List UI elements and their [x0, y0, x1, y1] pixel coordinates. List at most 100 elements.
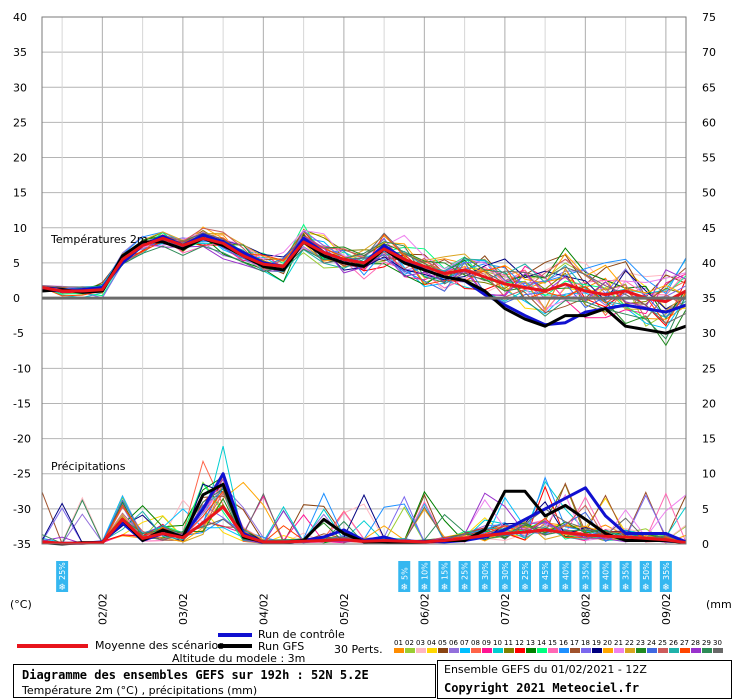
pert-color-swatch [548, 648, 558, 653]
pert-number-label: 13 [526, 639, 535, 647]
pert-color-swatch [460, 648, 470, 653]
pert-color-swatch [416, 648, 426, 653]
x-day-label: 06/02 [418, 593, 431, 625]
snowflake-icon: ❄ [561, 583, 569, 593]
precip-annotation: Précipitations [51, 460, 126, 473]
pert-number-label: 06 [449, 639, 458, 647]
snowflake-icon: ❄ [541, 583, 549, 593]
ensemble-chart: 4035302520151050-5-10-15-20-25-30-357570… [10, 11, 732, 653]
snowflake-icon: ❄ [521, 583, 529, 593]
x-day-label: 07/02 [499, 593, 512, 625]
left-tick-label: 25 [13, 116, 27, 129]
footer-run: Ensemble GEFS du 01/02/2021 - 12Z [444, 663, 647, 676]
snow-indicators: 25% ❄ 5% ❄ 10% ❄ 15% ❄ 25% ❄ 30% ❄ 30% ❄ 25% ❄ 45% ❄ 40% ❄ 3… [56, 561, 672, 593]
snow-pct: 15% [441, 562, 450, 580]
legend-swatches: 01 02 03 04 05 06 07 08 09 10 11 12 13 14 15 16 17 18 19 20… [17, 633, 723, 653]
snow-pct: 35% [581, 562, 590, 580]
snow-box [619, 561, 632, 592]
snow-box [398, 561, 411, 592]
right-tick-label: 50 [702, 187, 716, 200]
right-tick-label: 55 [702, 152, 716, 165]
left-tick-label: -35 [13, 538, 31, 551]
footer-run-box: Ensemble GEFS du 01/02/2021 - 12Z Copyri… [437, 660, 732, 699]
left-tick-label: 0 [13, 292, 20, 305]
pert-number-label: 08 [471, 639, 480, 647]
legend-mean-label: Moyenne des scénarios [95, 639, 224, 652]
pert-number-label: 03 [416, 639, 425, 647]
pert-number-label: 20 [603, 639, 612, 647]
snow-box [418, 561, 431, 592]
pert-color-swatch [702, 648, 712, 653]
left-tick-label: 10 [13, 222, 27, 235]
pert-color-swatch [691, 648, 701, 653]
pert-color-swatch [581, 648, 591, 653]
footer-title: Diagramme des ensembles GEFS sur 192h : … [22, 668, 369, 682]
pert-number-label: 12 [515, 639, 524, 647]
pert-color-swatch [603, 648, 613, 653]
snow-pct: 30% [481, 562, 490, 580]
right-tick-label: 65 [702, 81, 716, 94]
snow-box [458, 561, 471, 592]
footer-copyright: Copyright 2021 Meteociel.fr [444, 681, 640, 695]
snowflake-icon: ❄ [421, 583, 429, 593]
right-axis-unit: (mm) [706, 598, 732, 611]
pert-number-label: 05 [438, 639, 447, 647]
snowflake-icon: ❄ [662, 583, 670, 593]
pert-color-swatch [526, 648, 536, 653]
left-tick-label: -15 [13, 397, 31, 410]
pert-number-label: 25 [658, 639, 667, 647]
right-tick-label: 30 [702, 327, 716, 340]
snowflake-icon: ❄ [400, 583, 408, 593]
snowflake-icon: ❄ [481, 583, 489, 593]
snowflake-icon: ❄ [58, 583, 66, 593]
pert-number-label: 18 [581, 639, 590, 647]
right-tick-label: 25 [702, 362, 716, 375]
pert-number-label: 27 [680, 639, 689, 647]
pert-color-swatch [592, 648, 602, 653]
pert-color-swatch [504, 648, 514, 653]
temperature-member-line [41, 241, 687, 340]
pert-color-swatch [482, 648, 492, 653]
pert-color-swatch [647, 648, 657, 653]
left-tick-label: -20 [13, 433, 31, 446]
x-day-label: 09/02 [660, 593, 673, 625]
x-day-label: 02/02 [96, 593, 109, 625]
footer-subtitle: Température 2m (°C) , précipitations (mm… [22, 684, 258, 697]
snow-box [599, 561, 612, 592]
footer-title-box: Diagramme des ensembles GEFS sur 192h : … [13, 664, 436, 698]
legend-control-label: Run de contrôle [258, 628, 345, 641]
pert-color-swatch [394, 648, 404, 653]
pert-number-label: 29 [702, 639, 711, 647]
snowflake-icon: ❄ [501, 583, 509, 593]
right-tick-label: 40 [702, 257, 716, 270]
pert-color-swatch [405, 648, 415, 653]
pert-color-swatch [614, 648, 624, 653]
pert-color-swatch [680, 648, 690, 653]
snowflake-icon: ❄ [582, 583, 590, 593]
pert-color-swatch [427, 648, 437, 653]
pert-color-swatch [559, 648, 569, 653]
pert-number-label: 02 [405, 639, 414, 647]
left-tick-label: -10 [13, 362, 31, 375]
pert-color-swatch [570, 648, 580, 653]
left-tick-label: 15 [13, 187, 27, 200]
precip-mean-line [41, 505, 687, 545]
pert-number-label: 28 [691, 639, 700, 647]
pert-color-swatch [669, 648, 679, 653]
pert-number-label: 22 [625, 639, 634, 647]
snow-pct: 35% [622, 562, 631, 580]
snow-pct: 35% [662, 562, 671, 580]
left-tick-label: 20 [13, 152, 27, 165]
pert-number-label: 15 [548, 639, 557, 647]
snow-left-box [56, 561, 69, 592]
snow-pct: 10% [420, 562, 429, 580]
pert-number-label: 10 [493, 639, 502, 647]
left-axis-unit: (°C) [10, 598, 32, 611]
snow-pct: 40% [602, 562, 611, 580]
pert-color-swatch [625, 648, 635, 653]
snow-box [539, 561, 552, 592]
snow-box [579, 561, 592, 592]
snow-box [639, 561, 652, 592]
pert-number-label: 30 [713, 639, 722, 647]
pert-number-label: 09 [482, 639, 491, 647]
